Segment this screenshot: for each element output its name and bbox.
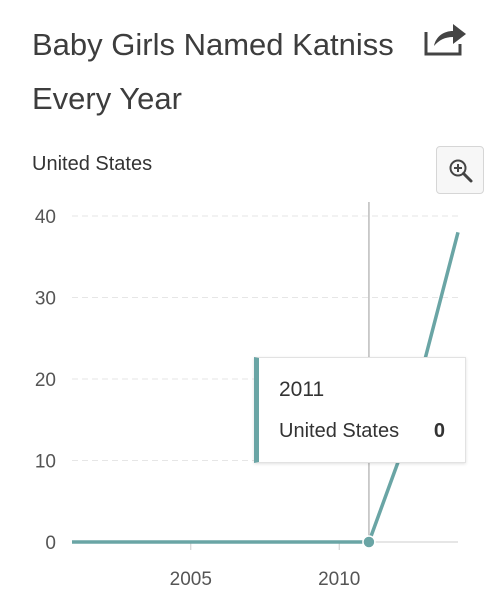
tooltip: 2011 United States 0 xyxy=(254,357,466,463)
share-button[interactable] xyxy=(420,18,468,58)
y-tick-label-10: 10 xyxy=(35,452,56,473)
tooltip-value: 0 xyxy=(433,420,445,442)
tooltip-year: 2011 xyxy=(279,378,325,401)
y-tick-label-30: 30 xyxy=(35,289,56,310)
highlight-points xyxy=(362,535,376,549)
y-axis-ticks: 0 10 20 30 40 xyxy=(35,207,56,554)
highlight-point xyxy=(362,535,376,549)
x-axis-ticks: 2005 2010 xyxy=(170,542,360,590)
series-line-0 xyxy=(72,231,460,544)
x-tick-label-2010: 2010 xyxy=(318,569,360,590)
x-tick-label-2005: 2005 xyxy=(170,569,212,590)
chart-title: Baby Girls Named Katniss Every Year xyxy=(32,27,394,116)
series-lines xyxy=(72,231,460,544)
chart-subtitle: United States xyxy=(32,153,153,175)
zoom-button[interactable] xyxy=(436,146,484,194)
y-tick-label-40: 40 xyxy=(35,207,56,228)
tooltip-series-name: United States xyxy=(279,420,400,442)
share-icon xyxy=(424,24,466,56)
zoom-in-icon xyxy=(449,159,473,183)
y-tick-label-0: 0 xyxy=(45,533,56,554)
y-tick-label-20: 20 xyxy=(35,370,56,391)
